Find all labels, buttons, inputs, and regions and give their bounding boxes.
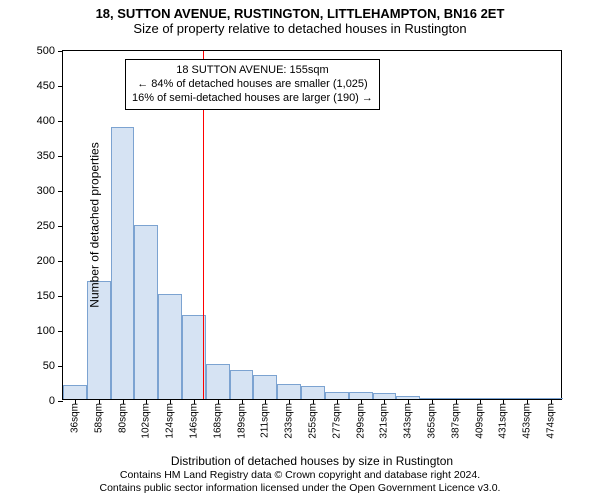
ytick-label: 100: [37, 325, 55, 337]
ytick-label: 500: [37, 45, 55, 57]
xtick-label: 211sqm: [260, 403, 271, 438]
bar: [111, 127, 135, 399]
xtick-label: 409sqm: [474, 403, 485, 439]
footer: Contains HM Land Registry data © Crown c…: [0, 469, 600, 496]
bar: [349, 392, 373, 399]
ytick-label: 150: [37, 290, 55, 302]
ytick-label: 300: [37, 185, 55, 197]
ytick-mark: [58, 121, 63, 122]
plot-area: 18 SUTTON AVENUE: 155sqm ← 84% of detach…: [62, 50, 562, 400]
xtick-label: 146sqm: [188, 403, 199, 439]
xtick-label: 233sqm: [284, 403, 295, 439]
ytick-label: 450: [37, 80, 55, 92]
ytick-mark: [58, 401, 63, 402]
xtick-label: 321sqm: [379, 403, 390, 439]
chart-container: 18 SUTTON AVENUE: 155sqm ← 84% of detach…: [62, 50, 562, 400]
bar: [230, 370, 254, 399]
annotation-box: 18 SUTTON AVENUE: 155sqm ← 84% of detach…: [125, 59, 380, 110]
bar: [158, 294, 182, 399]
xtick-label: 474sqm: [546, 403, 557, 439]
xtick-label: 453sqm: [522, 403, 533, 439]
xtick-label: 124sqm: [165, 403, 176, 439]
annotation-line1: 18 SUTTON AVENUE: 155sqm: [132, 64, 373, 78]
bar: [206, 364, 230, 399]
xtick-label: 277sqm: [331, 403, 342, 439]
bar: [325, 392, 349, 399]
x-axis-label: Distribution of detached houses by size …: [171, 454, 453, 468]
xtick-label: 168sqm: [212, 403, 223, 439]
xtick-label: 299sqm: [355, 403, 366, 439]
annotation-line2: ← 84% of detached houses are smaller (1,…: [132, 78, 373, 92]
y-axis-label: Number of detached properties: [88, 142, 102, 307]
xtick-label: 343sqm: [403, 403, 414, 439]
xtick-label: 431sqm: [498, 403, 509, 439]
xtick-label: 36sqm: [69, 403, 80, 433]
ytick-mark: [58, 366, 63, 367]
ytick-label: 350: [37, 150, 55, 162]
bar: [277, 384, 301, 399]
ytick-label: 0: [49, 395, 55, 407]
bar: [301, 386, 325, 399]
xtick-label: 387sqm: [450, 403, 461, 439]
ytick-mark: [58, 51, 63, 52]
ytick-mark: [58, 261, 63, 262]
ytick-mark: [58, 331, 63, 332]
bar: [253, 375, 277, 400]
ytick-label: 200: [37, 255, 55, 267]
xtick-label: 102sqm: [141, 403, 152, 439]
xtick-label: 365sqm: [427, 403, 438, 439]
ytick-mark: [58, 86, 63, 87]
bar: [134, 225, 158, 399]
ytick-label: 250: [37, 220, 55, 232]
footer-line1: Contains HM Land Registry data © Crown c…: [0, 469, 600, 483]
bar: [182, 315, 206, 399]
ytick-mark: [58, 296, 63, 297]
footer-line2: Contains public sector information licen…: [0, 482, 600, 496]
xtick-label: 58sqm: [93, 403, 104, 433]
xtick-label: 189sqm: [236, 403, 247, 439]
ytick-label: 50: [43, 360, 55, 372]
chart-title-2: Size of property relative to detached ho…: [0, 21, 600, 36]
chart-title-1: 18, SUTTON AVENUE, RUSTINGTON, LITTLEHAM…: [0, 6, 600, 21]
ytick-label: 400: [37, 115, 55, 127]
xtick-label: 80sqm: [117, 403, 128, 433]
ytick-mark: [58, 226, 63, 227]
annotation-line3: 16% of semi-detached houses are larger (…: [132, 92, 373, 106]
bar: [63, 385, 87, 399]
ytick-mark: [58, 156, 63, 157]
ytick-mark: [58, 191, 63, 192]
xtick-label: 255sqm: [308, 403, 319, 439]
